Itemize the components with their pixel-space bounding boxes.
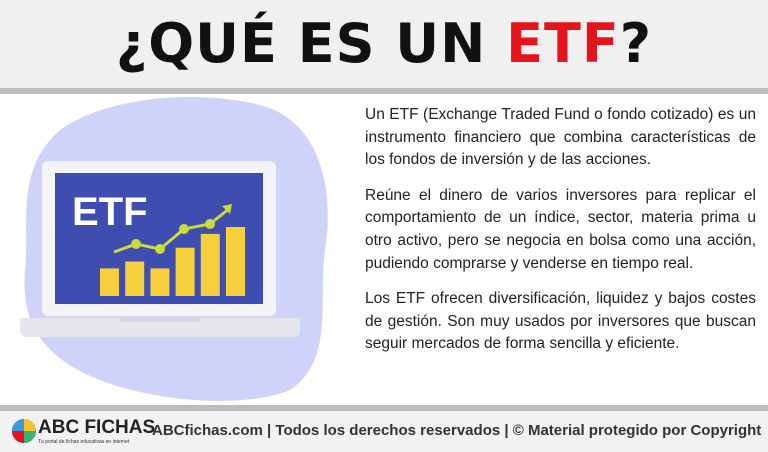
brand-tagline: Tu portal de fichas educativas en intern… [38,439,130,445]
brand-name: ABC FICHAS [38,417,156,438]
paragraph: Reúne el dinero de varios inversores par… [365,186,756,272]
header: ¿QUÉ ES UN ETF? [0,0,768,88]
copyright-text: ABCfichas.com | Todos los derechos reser… [152,422,762,439]
chart-bar [125,261,145,296]
etf-laptop-illustration: ETF [20,97,328,401]
trend-arrow-icon [222,204,232,214]
chart-bar [226,227,245,296]
screen-label: ETF [72,190,148,234]
page-title: ¿QUÉ ES UN ETF? [115,12,653,75]
divider [0,405,768,411]
abc-logo-icon [12,419,36,443]
paragraph: Un ETF (Exchange Traded Fund o fondo cot… [365,106,756,169]
chart-bar [200,233,220,296]
divider [0,88,768,94]
body-text: Un ETF (Exchange Traded Fund o fondo cot… [365,104,756,369]
chart-bar [175,247,195,296]
footer: ABC FICHAS Tu portal de fichas educativa… [0,411,768,452]
laptop-base [20,318,300,337]
chart-bar [100,268,119,296]
chart-bar [150,268,170,296]
paragraph: Los ETF ofrecen diversificación, liquide… [365,290,756,353]
